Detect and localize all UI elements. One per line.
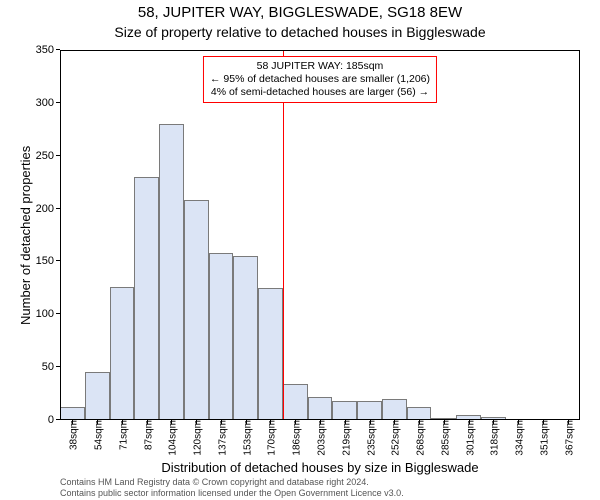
y-tick-label: 0 bbox=[48, 414, 60, 426]
x-tick-mark bbox=[394, 420, 395, 424]
x-tick-mark bbox=[270, 420, 271, 424]
x-tick-mark bbox=[345, 420, 346, 424]
x-tick-mark bbox=[320, 420, 321, 424]
x-tick-label: 203sqm bbox=[313, 420, 328, 456]
x-tick-label: 219sqm bbox=[337, 420, 352, 456]
x-tick-mark bbox=[221, 420, 222, 424]
x-tick-label: 104sqm bbox=[164, 420, 179, 456]
x-tick-label: 170sqm bbox=[263, 420, 278, 456]
x-tick-label: 318sqm bbox=[486, 420, 501, 456]
histogram-bar bbox=[283, 384, 308, 420]
y-tick-label: 150 bbox=[36, 255, 60, 267]
x-tick-mark bbox=[568, 420, 569, 424]
y-tick-label: 250 bbox=[36, 150, 60, 162]
x-tick-label: 120sqm bbox=[189, 420, 204, 456]
histogram-bar bbox=[209, 253, 234, 420]
plot-area: 58 JUPITER WAY: 185sqm← 95% of detached … bbox=[60, 50, 580, 420]
x-tick-mark bbox=[543, 420, 544, 424]
x-tick-label: 54sqm bbox=[90, 420, 105, 450]
annotation-line: 58 JUPITER WAY: 185sqm bbox=[210, 60, 430, 73]
histogram-bar bbox=[233, 256, 258, 420]
histogram-bar bbox=[110, 287, 135, 420]
histogram-bar bbox=[159, 124, 184, 420]
y-tick-label: 200 bbox=[36, 203, 60, 215]
footer-line-2: Contains public sector information licen… bbox=[60, 488, 404, 498]
x-tick-mark bbox=[469, 420, 470, 424]
x-tick-mark bbox=[370, 420, 371, 424]
axis-right bbox=[579, 50, 580, 420]
y-tick-label: 50 bbox=[42, 361, 60, 373]
y-tick-mark bbox=[56, 260, 60, 261]
y-tick-mark bbox=[56, 102, 60, 103]
histogram-bar bbox=[184, 200, 209, 420]
x-tick-label: 38sqm bbox=[65, 420, 80, 450]
histogram-bar bbox=[332, 401, 357, 420]
chart-frame: 58, JUPITER WAY, BIGGLESWADE, SG18 8EW S… bbox=[0, 0, 600, 500]
x-tick-mark bbox=[246, 420, 247, 424]
x-tick-mark bbox=[147, 420, 148, 424]
y-tick-label: 100 bbox=[36, 308, 60, 320]
y-axis-label: Number of detached properties bbox=[18, 145, 33, 324]
x-tick-mark bbox=[72, 420, 73, 424]
axis-top bbox=[60, 50, 580, 51]
y-tick-mark bbox=[56, 208, 60, 209]
histogram-bar bbox=[382, 399, 407, 420]
x-tick-label: 153sqm bbox=[238, 420, 253, 456]
annotation-line: ← 95% of detached houses are smaller (1,… bbox=[210, 73, 430, 86]
x-tick-label: 334sqm bbox=[511, 420, 526, 456]
x-tick-label: 186sqm bbox=[288, 420, 303, 456]
reference-line bbox=[283, 50, 284, 420]
x-tick-mark bbox=[493, 420, 494, 424]
x-tick-label: 351sqm bbox=[535, 420, 550, 456]
x-tick-label: 252sqm bbox=[387, 420, 402, 456]
axis-left bbox=[60, 50, 61, 420]
histogram-bar bbox=[134, 177, 159, 420]
y-tick-label: 350 bbox=[36, 44, 60, 56]
y-tick-mark bbox=[56, 313, 60, 314]
annotation-box: 58 JUPITER WAY: 185sqm← 95% of detached … bbox=[203, 56, 437, 103]
y-tick-mark bbox=[56, 366, 60, 367]
y-tick-label: 300 bbox=[36, 97, 60, 109]
x-tick-label: 301sqm bbox=[461, 420, 476, 456]
y-tick-mark bbox=[56, 419, 60, 420]
histogram-bar bbox=[85, 372, 110, 420]
x-tick-label: 71sqm bbox=[114, 420, 129, 450]
x-tick-mark bbox=[518, 420, 519, 424]
x-tick-label: 235sqm bbox=[362, 420, 377, 456]
x-tick-label: 268sqm bbox=[412, 420, 427, 456]
histogram-bar bbox=[357, 401, 382, 420]
chart-title: Size of property relative to detached ho… bbox=[0, 24, 600, 40]
x-tick-mark bbox=[122, 420, 123, 424]
x-tick-label: 137sqm bbox=[213, 420, 228, 456]
x-tick-mark bbox=[171, 420, 172, 424]
chart-footer: Contains HM Land Registry data © Crown c… bbox=[60, 477, 404, 498]
x-tick-label: 87sqm bbox=[139, 420, 154, 450]
x-tick-label: 367sqm bbox=[560, 420, 575, 456]
x-tick-mark bbox=[295, 420, 296, 424]
x-tick-mark bbox=[419, 420, 420, 424]
x-tick-mark bbox=[97, 420, 98, 424]
y-tick-mark bbox=[56, 49, 60, 50]
histogram-bar bbox=[308, 397, 333, 420]
x-tick-mark bbox=[196, 420, 197, 424]
footer-line-1: Contains HM Land Registry data © Crown c… bbox=[60, 477, 404, 487]
x-axis-label: Distribution of detached houses by size … bbox=[161, 460, 478, 475]
chart-suptitle: 58, JUPITER WAY, BIGGLESWADE, SG18 8EW bbox=[0, 4, 600, 21]
x-tick-mark bbox=[444, 420, 445, 424]
histogram-bar bbox=[258, 288, 283, 420]
y-tick-mark bbox=[56, 155, 60, 156]
x-tick-label: 285sqm bbox=[436, 420, 451, 456]
annotation-line: 4% of semi-detached houses are larger (5… bbox=[210, 86, 430, 99]
